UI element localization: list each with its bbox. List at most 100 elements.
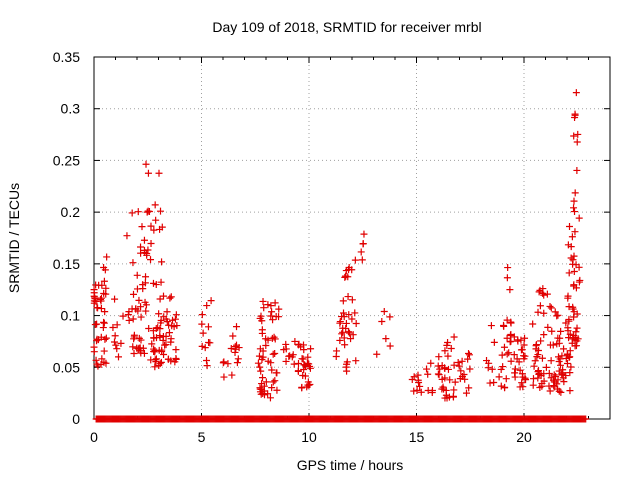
- data-point: [231, 348, 239, 356]
- data-point: [275, 313, 283, 321]
- data-point: [256, 388, 264, 396]
- data-point: [157, 358, 165, 366]
- data-point: [565, 334, 573, 342]
- data-point: [531, 357, 539, 365]
- data-point: [340, 334, 348, 342]
- data-point: [167, 293, 175, 301]
- data-point: [359, 240, 367, 248]
- data-point: [534, 308, 542, 316]
- data-point: [100, 319, 108, 327]
- data-point: [351, 256, 359, 264]
- data-point: [268, 308, 276, 316]
- data-point: [90, 286, 98, 294]
- data-point: [451, 378, 459, 386]
- data-point: [267, 359, 275, 367]
- data-point: [529, 375, 537, 383]
- data-point: [529, 381, 537, 389]
- data-point: [103, 253, 111, 261]
- data-point: [501, 384, 509, 392]
- data-point: [199, 329, 207, 337]
- data-point: [102, 334, 110, 342]
- data-point: [502, 375, 510, 383]
- data-point: [565, 269, 573, 277]
- data-point: [382, 335, 390, 343]
- data-point: [98, 281, 106, 289]
- data-point: [207, 297, 215, 305]
- data-point: [441, 347, 449, 355]
- data-point: [338, 330, 346, 338]
- data-point: [220, 373, 228, 381]
- data-point: [438, 385, 446, 393]
- data-point: [503, 350, 511, 358]
- data-point: [203, 357, 211, 365]
- data-point: [461, 375, 469, 383]
- data-point: [117, 339, 125, 347]
- data-point: [92, 356, 100, 364]
- data-point: [147, 356, 155, 364]
- data-point: [553, 340, 561, 348]
- data-point: [172, 346, 180, 354]
- data-point: [280, 346, 288, 354]
- data-point: [573, 166, 581, 174]
- data-point: [340, 313, 348, 321]
- data-point: [465, 349, 473, 357]
- data-point: [158, 258, 166, 266]
- data-point: [286, 352, 294, 360]
- data-point: [142, 273, 150, 281]
- data-point: [332, 353, 340, 361]
- data-point: [262, 342, 270, 350]
- data-point: [456, 375, 464, 383]
- data-point: [558, 371, 566, 379]
- data-point: [291, 337, 299, 345]
- data-point: [100, 289, 108, 297]
- data-point: [444, 339, 452, 347]
- data-point: [134, 208, 142, 216]
- data-point: [547, 357, 555, 365]
- data-point: [555, 367, 563, 375]
- data-point: [259, 374, 267, 382]
- data-point: [539, 285, 547, 293]
- data-point: [571, 110, 579, 118]
- data-point: [157, 317, 165, 325]
- data-point: [342, 267, 350, 275]
- data-point: [457, 367, 465, 375]
- data-point: [90, 292, 98, 300]
- data-point: [488, 365, 496, 373]
- x-tick-label: 5: [198, 429, 206, 445]
- data-point: [254, 359, 262, 367]
- data-point: [450, 361, 458, 369]
- data-point: [133, 271, 141, 279]
- data-point: [566, 387, 574, 395]
- data-point: [557, 327, 565, 335]
- data-point: [465, 351, 473, 359]
- data-point: [258, 326, 266, 334]
- data-point: [465, 384, 473, 392]
- data-point: [224, 360, 232, 368]
- data-point: [352, 320, 360, 328]
- data-point: [538, 354, 546, 362]
- data-point: [143, 249, 151, 257]
- data-point: [130, 331, 138, 339]
- data-point: [172, 311, 180, 319]
- data-point: [417, 388, 425, 396]
- data-point: [234, 355, 242, 363]
- data-point: [500, 322, 508, 330]
- data-point: [258, 380, 266, 388]
- y-tick-label: 0.2: [61, 204, 81, 220]
- data-point: [416, 382, 424, 390]
- data-point: [444, 365, 452, 373]
- data-point: [535, 288, 543, 296]
- data-point: [172, 355, 180, 363]
- data-point: [545, 369, 553, 377]
- data-point: [349, 331, 357, 339]
- data-point: [571, 189, 579, 197]
- data-point: [351, 309, 359, 317]
- data-point: [101, 266, 109, 274]
- data-point: [458, 357, 466, 365]
- data-point: [386, 313, 394, 321]
- data-point: [436, 365, 444, 373]
- data-point: [530, 362, 538, 370]
- data-point: [343, 358, 351, 366]
- data-point: [111, 332, 119, 340]
- data-point: [145, 325, 153, 333]
